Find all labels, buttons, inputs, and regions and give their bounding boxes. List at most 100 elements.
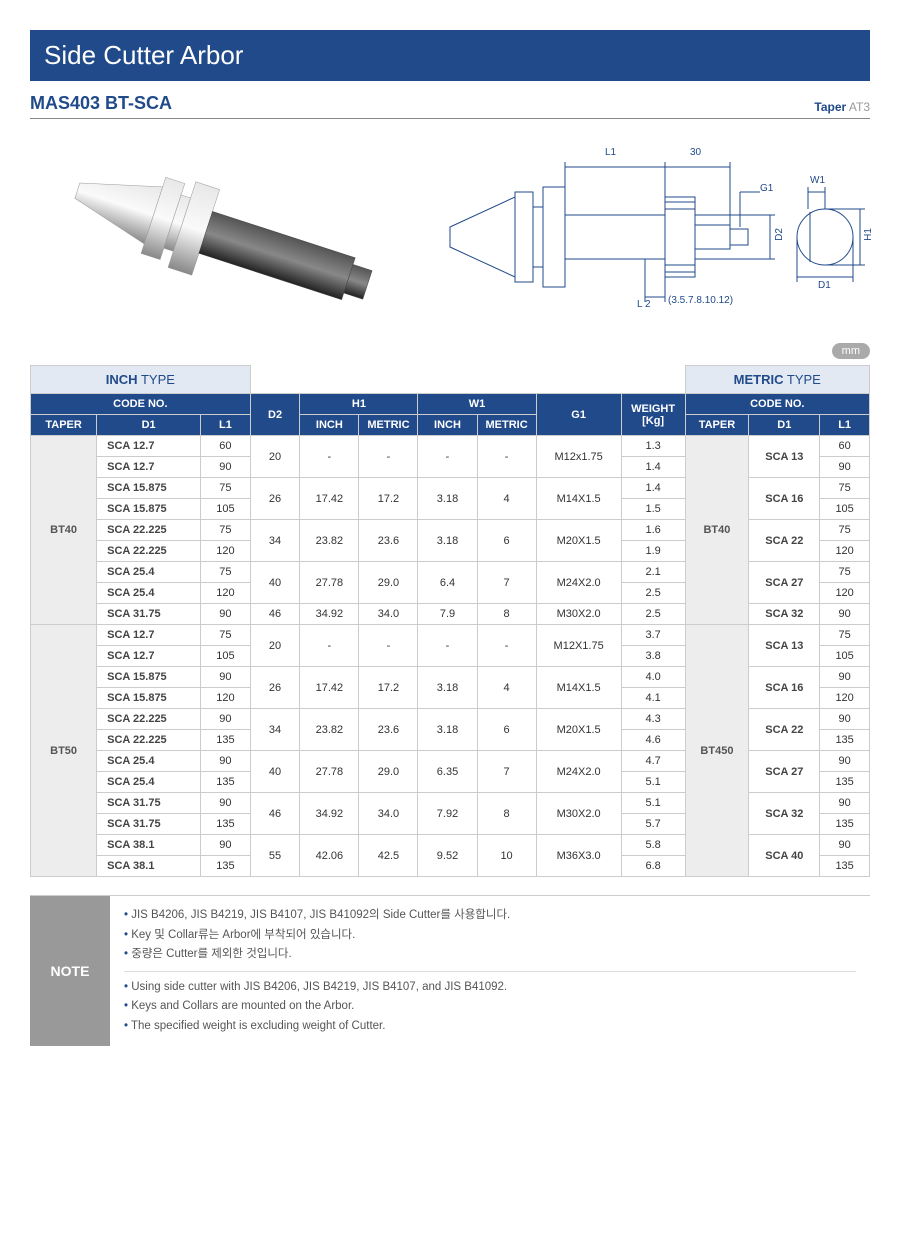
table-cell: M30X2.0 — [536, 793, 621, 835]
th-h1: H1 — [300, 394, 418, 415]
th-weight: WEIGHT [Kg] — [621, 394, 685, 436]
table-cell: 4.0 — [621, 667, 685, 688]
table-cell: 26 — [250, 667, 300, 709]
table-cell: 75 — [820, 478, 870, 499]
table-cell: 90 — [201, 604, 251, 625]
table-cell: - — [477, 436, 536, 478]
note-line: 중량은 Cutter를 제외한 것입니다. — [124, 948, 292, 960]
table-cell: 5.1 — [621, 793, 685, 814]
table-cell: 27.78 — [300, 751, 359, 793]
note-line: The specified weight is excluding weight… — [124, 1020, 385, 1032]
table-cell: 40 — [250, 562, 300, 604]
table-cell: SCA 32 — [749, 604, 820, 625]
table-cell: 17.2 — [359, 478, 418, 520]
spec-table: INCH TYPE METRIC TYPE CODE NO. D2 H1 W1 … — [30, 365, 870, 877]
table-cell: 135 — [820, 772, 870, 793]
table-cell: 9.52 — [418, 835, 477, 877]
table-cell: SCA 22.225 — [97, 520, 201, 541]
table-cell: 75 — [201, 520, 251, 541]
table-cell: 23.6 — [359, 520, 418, 562]
table-cell: SCA 40 — [749, 835, 820, 877]
table-cell: 8 — [477, 604, 536, 625]
table-cell: 90 — [201, 751, 251, 772]
table-cell: 40 — [250, 751, 300, 793]
table-cell: 7 — [477, 562, 536, 604]
table-cell: 3.18 — [418, 478, 477, 520]
table-cell: 23.82 — [300, 520, 359, 562]
subtitle: MAS403 BT-SCA — [30, 93, 172, 114]
product-photo — [30, 137, 410, 337]
table-cell: BT450 — [685, 625, 749, 877]
table-cell: 8 — [477, 793, 536, 835]
metric-type-header: METRIC TYPE — [685, 366, 869, 394]
table-cell: 6.35 — [418, 751, 477, 793]
th-l1: L1 — [201, 415, 251, 436]
th-taper: TAPER — [31, 415, 97, 436]
table-cell: SCA 15.875 — [97, 478, 201, 499]
table-cell: 4 — [477, 667, 536, 709]
table-cell: - — [359, 625, 418, 667]
table-cell: 1.4 — [621, 457, 685, 478]
table-cell: 120 — [820, 541, 870, 562]
th-d1: D1 — [97, 415, 201, 436]
table-cell: 90 — [201, 667, 251, 688]
note-line: Using side cutter with JIS B4206, JIS B4… — [124, 981, 507, 993]
table-cell: 46 — [250, 604, 300, 625]
table-cell: - — [300, 625, 359, 667]
table-cell: SCA 12.7 — [97, 625, 201, 646]
table-cell: 60 — [820, 436, 870, 457]
table-cell: 135 — [820, 856, 870, 877]
table-cell: SCA 31.75 — [97, 793, 201, 814]
table-cell: 34 — [250, 520, 300, 562]
table-cell: SCA 27 — [749, 751, 820, 793]
table-cell: 90 — [201, 793, 251, 814]
table-cell: 90 — [820, 751, 870, 772]
table-cell: 90 — [201, 709, 251, 730]
table-cell: BT40 — [685, 436, 749, 625]
table-cell: 1.3 — [621, 436, 685, 457]
taper-label: Taper AT3 — [814, 100, 870, 114]
table-cell: 135 — [201, 730, 251, 751]
table-row: BT40SCA 12.76020----M12x1.751.3BT40SCA 1… — [31, 436, 870, 457]
table-cell: 135 — [201, 814, 251, 835]
table-cell: 5.1 — [621, 772, 685, 793]
table-cell: 1.4 — [621, 478, 685, 499]
table-cell: SCA 13 — [749, 625, 820, 667]
note-line: JIS B4206, JIS B4219, JIS B4107, JIS B41… — [124, 909, 510, 921]
table-cell: 60 — [201, 436, 251, 457]
table-cell: SCA 12.7 — [97, 646, 201, 667]
table-cell: 75 — [201, 478, 251, 499]
table-cell: SCA 25.4 — [97, 772, 201, 793]
table-row: BT50SCA 12.77520----M12X1.753.7BT450SCA … — [31, 625, 870, 646]
table-cell: 90 — [820, 457, 870, 478]
table-cell: 17.2 — [359, 667, 418, 709]
table-cell: M12x1.75 — [536, 436, 621, 478]
note-line: Key 및 Collar류는 Arbor에 부착되어 있습니다. — [124, 929, 355, 941]
table-cell: 75 — [820, 520, 870, 541]
table-cell: 75 — [201, 625, 251, 646]
table-cell: 90 — [820, 604, 870, 625]
note-box: NOTE JIS B4206, JIS B4219, JIS B4107, JI… — [30, 895, 870, 1046]
table-cell: M30X2.0 — [536, 604, 621, 625]
unit-badge: mm — [832, 343, 870, 359]
table-cell: 27.78 — [300, 562, 359, 604]
page-title: Side Cutter Arbor — [30, 30, 870, 81]
subtitle-row: MAS403 BT-SCA Taper AT3 — [30, 93, 870, 119]
th-d2: D2 — [250, 394, 300, 436]
table-cell: SCA 25.4 — [97, 751, 201, 772]
table-cell: 20 — [250, 436, 300, 478]
table-cell: - — [418, 625, 477, 667]
table-cell: 7.9 — [418, 604, 477, 625]
table-cell: 34.0 — [359, 793, 418, 835]
table-cell: 120 — [820, 583, 870, 604]
table-cell: 135 — [201, 856, 251, 877]
table-cell: SCA 15.875 — [97, 499, 201, 520]
table-cell: 1.6 — [621, 520, 685, 541]
table-cell: 10 — [477, 835, 536, 877]
th-code-no: CODE NO. — [31, 394, 251, 415]
table-cell: 2.1 — [621, 562, 685, 583]
table-cell: 3.18 — [418, 667, 477, 709]
table-cell: 6.8 — [621, 856, 685, 877]
table-cell: 120 — [201, 541, 251, 562]
table-cell: 7.92 — [418, 793, 477, 835]
